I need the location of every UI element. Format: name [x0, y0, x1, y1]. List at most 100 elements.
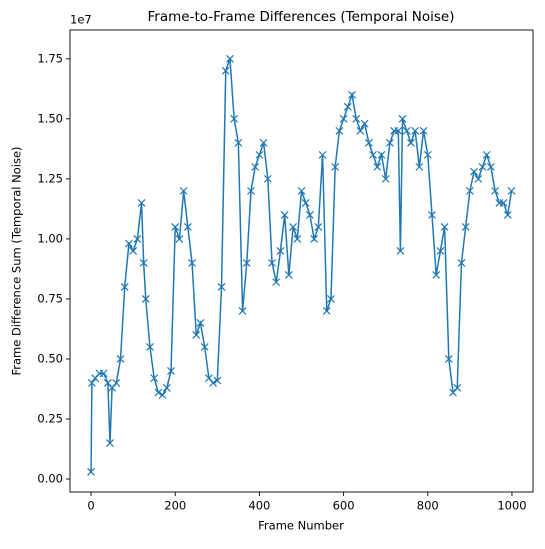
data-marker [503, 210, 512, 219]
data-marker [322, 307, 331, 315]
data-marker [183, 222, 192, 231]
data-marker [133, 234, 142, 243]
y-tick-label: 0.00 [37, 472, 63, 486]
data-marker [120, 283, 129, 291]
data-marker [255, 150, 264, 159]
data-marker [230, 114, 239, 123]
data-marker [213, 376, 222, 385]
data-marker [139, 258, 148, 267]
data-marker [251, 162, 260, 171]
plot-frame [69, 29, 534, 493]
x-axis-label: Frame Number [258, 519, 344, 533]
data-marker [209, 379, 218, 387]
data-marker [423, 150, 432, 159]
data-marker [263, 174, 272, 183]
chart-title: Frame-to-Frame Differences (Temporal Noi… [148, 9, 455, 25]
data-marker [301, 198, 310, 207]
data-marker [310, 234, 319, 243]
data-marker [192, 331, 201, 339]
data-marker [373, 162, 382, 171]
data-marker [348, 90, 356, 99]
data-marker [486, 162, 495, 171]
data-marker [158, 391, 167, 399]
data-marker [474, 174, 483, 183]
data-marker [411, 126, 420, 135]
data-marker [356, 126, 365, 135]
data-marker [293, 234, 302, 243]
x-tick-label: 200 [164, 499, 186, 513]
data-marker [154, 388, 163, 397]
data-marker [436, 246, 445, 255]
data-marker [335, 126, 344, 135]
data-marker [491, 186, 500, 195]
data-marker [482, 150, 491, 159]
data-marker [141, 295, 150, 303]
data-marker [146, 343, 154, 351]
x-tick-label: 800 [417, 499, 439, 513]
data-marker [289, 222, 298, 231]
data-marker [188, 258, 196, 267]
data-marker [106, 439, 114, 447]
data-marker [415, 162, 424, 171]
data-marker [396, 246, 405, 255]
data-marker [432, 271, 441, 279]
data-marker [87, 467, 95, 476]
y-tick-label: 0.50 [37, 351, 63, 365]
data-marker [327, 295, 335, 303]
data-marker [242, 258, 251, 267]
y-tick-label: 1.25 [37, 171, 63, 185]
data-marker [200, 343, 209, 351]
data-marker [259, 138, 268, 147]
data-marker [196, 319, 205, 327]
data-marker [360, 119, 369, 128]
data-marker [234, 138, 243, 147]
data-marker [369, 150, 377, 159]
data-marker [398, 114, 407, 123]
y-tick-label: 1.00 [37, 231, 63, 245]
data-marker [457, 258, 466, 267]
data-marker [247, 186, 255, 195]
data-marker [171, 222, 180, 231]
data-marker [137, 198, 146, 207]
data-marker [440, 222, 449, 231]
data-marker [314, 222, 323, 231]
data-marker [507, 186, 516, 195]
x-tick-label: 600 [333, 499, 355, 513]
data-marker [268, 258, 276, 267]
data-marker [150, 374, 159, 383]
data-marker [217, 283, 226, 291]
y-tick-label: 1.50 [37, 111, 63, 125]
data-marker [343, 102, 352, 111]
data-marker [318, 150, 327, 159]
data-marker [444, 355, 453, 363]
data-marker [129, 246, 138, 255]
data-marker [238, 307, 247, 315]
data-marker [179, 186, 188, 195]
data-marker [162, 383, 171, 392]
data-marker [87, 379, 96, 387]
data-marker [226, 54, 234, 63]
data-marker [99, 369, 108, 378]
y-tick-label: 0.25 [37, 412, 63, 426]
data-marker [272, 278, 281, 287]
x-tick-label: 0 [87, 499, 94, 513]
data-marker [402, 126, 411, 135]
data-marker [478, 162, 487, 171]
data-marker [175, 234, 184, 243]
x-tick-label: 400 [248, 499, 270, 513]
data-marker [284, 271, 293, 279]
data-marker [167, 367, 175, 375]
data-marker [377, 150, 386, 159]
data-marker [331, 162, 340, 171]
data-marker [394, 126, 403, 135]
y-axis-label: Frame Difference Sum (Temporal Noise) [10, 146, 24, 375]
data-marker [499, 198, 508, 207]
data-marker [428, 210, 436, 219]
data-marker [305, 210, 314, 219]
data-marker [112, 379, 121, 387]
data-marker [364, 138, 373, 147]
data-marker [125, 239, 133, 248]
y-tick-label: 0.75 [37, 291, 63, 305]
